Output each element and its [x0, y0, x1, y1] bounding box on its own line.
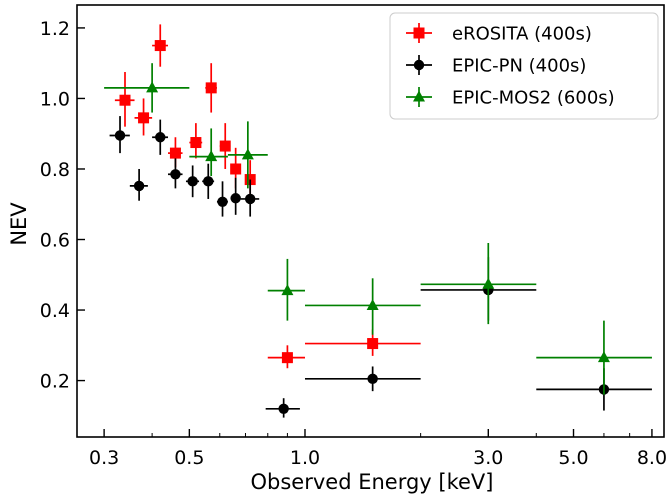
data-point [216, 181, 228, 217]
square-marker [190, 137, 202, 149]
square-marker [367, 338, 379, 350]
triangle-marker [205, 150, 218, 162]
y-axis-title: NEV [7, 202, 31, 246]
data-point [536, 368, 652, 411]
circle-marker [203, 176, 214, 187]
square-marker [154, 40, 166, 52]
data-point [265, 398, 300, 418]
data-point [420, 257, 537, 321]
x-tick-label: 0.3 [89, 447, 119, 469]
circle-marker [217, 196, 228, 207]
triangle-marker [241, 148, 254, 160]
circle-marker [170, 169, 181, 180]
data-point [219, 123, 231, 169]
square-marker [205, 82, 217, 94]
legend-label: EPIC-PN (400s) [452, 56, 586, 77]
square-marker [230, 163, 242, 175]
circle-marker [187, 176, 198, 187]
legend-label: eROSITA (400s) [452, 24, 592, 45]
x-axis-ticks: 0.3 0.5 1.0 3.0 5.0 8.0 [89, 429, 667, 469]
legend: eROSITA (400s) EPIC-PN (400s) EPIC-MOS2 (6… [389, 12, 659, 120]
data-point [536, 320, 652, 395]
legend-label: EPIC-MOS2 (600s) [452, 88, 615, 109]
x-tick-label: 3.0 [473, 447, 503, 469]
data-point [304, 278, 421, 335]
series-1 [109, 116, 652, 418]
data-point [420, 243, 537, 325]
data-point [189, 123, 203, 159]
series-2 [104, 63, 652, 395]
circle-marker [278, 403, 289, 414]
circle-marker [230, 193, 241, 204]
legend-square-marker [413, 27, 425, 39]
y-tick-label: 1.2 [40, 18, 70, 40]
data-point [109, 116, 130, 154]
data-point [304, 366, 421, 392]
circle-marker [155, 132, 166, 143]
x-tick-label: 1.0 [290, 447, 320, 469]
data-point [185, 165, 200, 198]
data-point [134, 98, 153, 136]
data-point [304, 329, 421, 356]
data-point [205, 63, 217, 113]
legend-box [389, 12, 659, 120]
square-marker [281, 352, 293, 364]
data-point [129, 168, 148, 201]
circle-marker [367, 373, 378, 385]
square-marker [138, 112, 150, 124]
data-point [152, 24, 169, 67]
legend-entry: EPIC-MOS2 (600s) [406, 87, 615, 109]
y-tick-label: 0.6 [40, 230, 70, 252]
triangle-marker [482, 277, 495, 289]
triangle-marker [146, 81, 159, 93]
y-tick-label: 1.0 [40, 88, 70, 110]
data-point [168, 158, 183, 189]
data-point [202, 163, 215, 199]
plot-content [104, 24, 652, 418]
circle-marker [133, 180, 145, 192]
legend-circle-marker [413, 59, 425, 71]
data-point [267, 345, 305, 369]
data-point [230, 177, 241, 215]
data-point [227, 121, 268, 189]
x-axis-title: Observed Energy [keV] [251, 470, 494, 494]
triangle-marker [597, 351, 610, 363]
triangle-marker [366, 298, 379, 310]
circle-marker [114, 130, 126, 141]
legend-entry: EPIC-PN (400s) [406, 55, 586, 77]
x-tick-label: 8.0 [637, 447, 667, 469]
data-point [104, 63, 190, 113]
legend-triangle-marker [413, 90, 425, 102]
circle-marker [244, 193, 256, 205]
data-point [240, 179, 260, 217]
data-point [114, 72, 135, 127]
y-tick-label: 0.4 [40, 300, 70, 322]
data-point [189, 128, 228, 177]
y-tick-label: 0.8 [40, 159, 70, 181]
x-tick-label: 5.0 [558, 447, 588, 469]
data-point [267, 258, 305, 321]
y-axis-ticks: 0.2 0.4 0.6 0.8 1.0 1.2 [40, 18, 85, 393]
plot-frame [76, 4, 665, 438]
square-marker [119, 94, 131, 106]
triangle-marker [281, 284, 294, 296]
square-marker [169, 147, 181, 159]
square-marker [219, 140, 231, 152]
series-0 [114, 24, 421, 369]
y-tick-label: 0.2 [40, 371, 70, 393]
data-point [152, 119, 169, 155]
x-tick-label: 0.5 [174, 447, 204, 469]
legend-entry: eROSITA (400s) [406, 23, 592, 45]
